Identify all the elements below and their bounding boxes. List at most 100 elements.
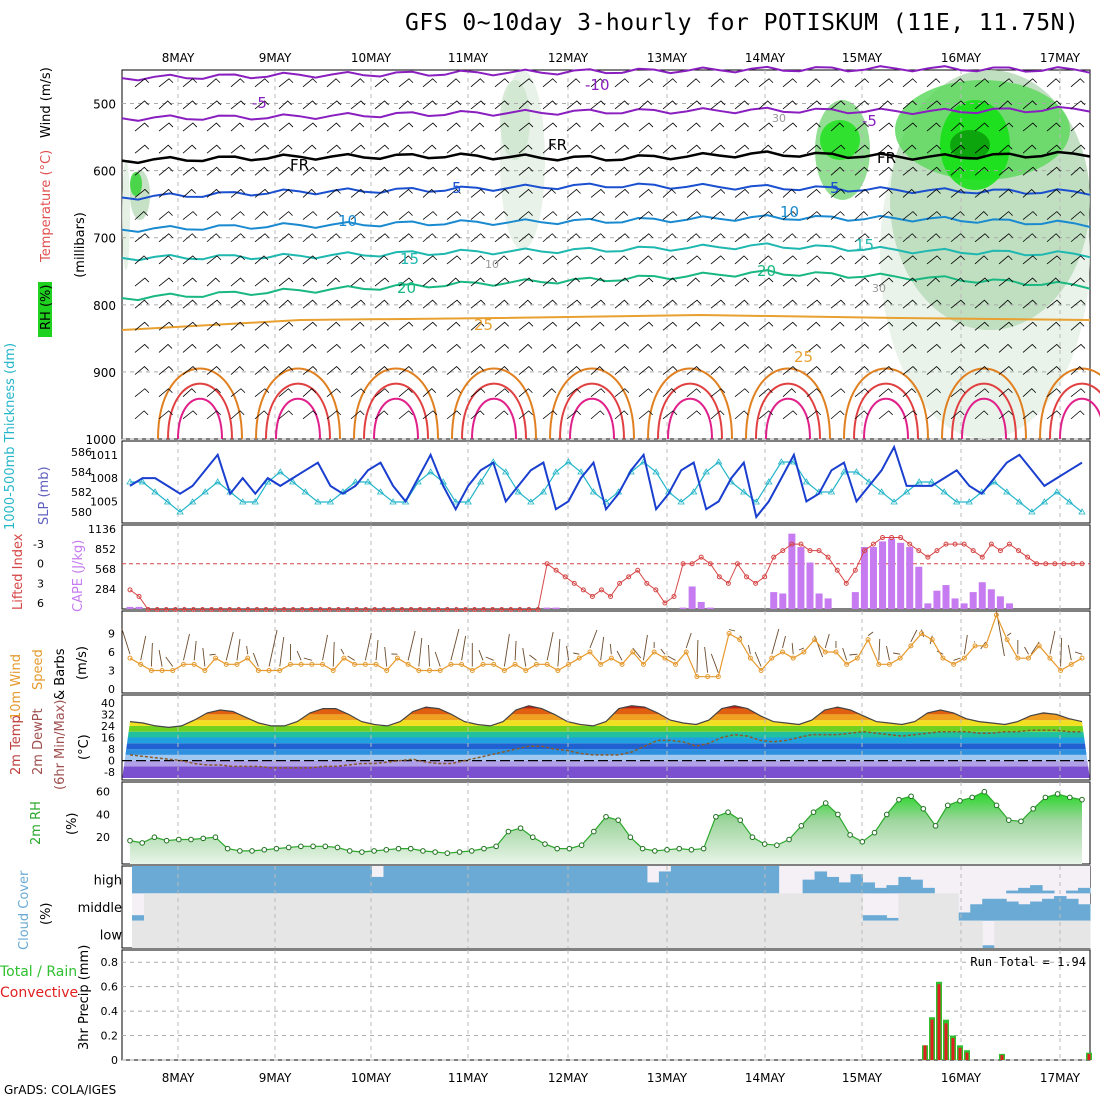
rh-tick: 40 xyxy=(96,808,110,821)
wind-barb xyxy=(734,122,749,132)
cloud-cell xyxy=(359,866,372,894)
run-total-label: Run Total = 1.94 xyxy=(970,955,1086,969)
li-marker xyxy=(145,607,151,613)
wind-barb xyxy=(878,188,893,198)
wind-barb xyxy=(182,211,198,220)
li-marker xyxy=(200,607,206,613)
cloud-empty xyxy=(718,920,732,948)
wind-barb xyxy=(902,233,917,243)
wind-barb xyxy=(278,100,292,110)
rh-marker xyxy=(578,842,585,849)
wind-speed-marker xyxy=(790,655,796,661)
cloud-cell xyxy=(167,866,181,894)
warm-contour xyxy=(755,382,821,440)
warm-contour xyxy=(863,397,909,440)
wind-barb xyxy=(566,299,582,309)
rh-marker xyxy=(1030,805,1036,812)
wind-barb xyxy=(614,78,630,88)
cloud-empty xyxy=(587,893,600,921)
rh-ylabel-unit: (%) xyxy=(65,813,80,836)
wind-barb xyxy=(878,100,892,110)
wind-barb xyxy=(1046,122,1061,132)
wind-barb xyxy=(542,100,557,110)
rh-marker xyxy=(517,825,524,831)
cloud-empty xyxy=(622,920,636,948)
wind-barb xyxy=(662,255,678,265)
wind-barb xyxy=(950,277,965,287)
wind-barb xyxy=(446,343,462,353)
wind-barb xyxy=(830,366,844,375)
wind-speed-marker xyxy=(812,637,818,643)
wind-barb xyxy=(974,410,989,420)
cape-bar xyxy=(951,598,959,609)
cape-bar xyxy=(942,585,950,609)
wind-barb xyxy=(950,233,965,243)
wind-barb xyxy=(326,188,341,198)
wind-barb xyxy=(830,388,846,398)
wind-barb xyxy=(350,343,366,353)
warm-contour xyxy=(657,382,723,440)
wind-barb xyxy=(782,144,797,154)
wind-barb xyxy=(998,233,1014,243)
cloud-empty xyxy=(802,893,816,921)
wind-barb xyxy=(206,100,222,110)
wind-barb xyxy=(182,299,197,309)
cloud-empty xyxy=(599,893,612,921)
wind-barb xyxy=(494,255,509,265)
wind-barb xyxy=(614,255,629,265)
wind-barb xyxy=(422,410,438,420)
precip-convective-bar xyxy=(937,984,941,1060)
rh-marker xyxy=(395,845,402,852)
li-tick: 3 xyxy=(37,577,44,590)
wind-barb-10m xyxy=(183,633,190,661)
wind-speed-marker xyxy=(373,661,379,667)
wind-barb xyxy=(422,366,438,375)
rh-marker xyxy=(1054,791,1061,797)
wind-barb xyxy=(326,321,341,331)
wind-speed-marker xyxy=(779,649,785,655)
rh-marker xyxy=(554,845,560,852)
wind-barb xyxy=(1046,255,1062,265)
li-marker xyxy=(209,607,215,613)
wind-barb xyxy=(590,100,606,110)
cloud-cell xyxy=(1066,898,1079,921)
wind-barb xyxy=(566,410,582,420)
rh-marker xyxy=(444,850,451,856)
bottom-day-label: 16MAY xyxy=(941,1071,982,1085)
wind-barb xyxy=(422,100,437,110)
wind-speed-marker xyxy=(127,655,133,661)
wind-barb xyxy=(542,388,557,398)
wind-barb xyxy=(470,277,485,287)
cloud-cell xyxy=(455,866,468,894)
wind-barb xyxy=(374,233,390,243)
wind-barb xyxy=(662,166,678,176)
wind-barb xyxy=(854,255,869,265)
precip-convective-label: Convective xyxy=(0,985,78,1001)
wind-barb xyxy=(758,122,774,132)
cloud-empty xyxy=(467,920,480,948)
cloud-empty xyxy=(1078,920,1091,948)
wind-speed-marker xyxy=(715,674,721,680)
wind-barb xyxy=(806,100,822,110)
temp-tick: 32 xyxy=(101,708,115,721)
cloud-empty xyxy=(646,920,660,948)
cloud-empty xyxy=(251,920,265,948)
wind-barb xyxy=(806,144,821,154)
cloud-cell xyxy=(706,866,720,894)
cloud-cell xyxy=(491,866,504,894)
wind-barb xyxy=(806,321,821,331)
isotherm-line xyxy=(121,65,1091,82)
wind-barb xyxy=(422,188,436,198)
wind-barb-10m xyxy=(710,653,719,673)
wind-barb xyxy=(254,233,270,243)
wind-barb xyxy=(398,233,414,243)
wind-barb xyxy=(518,100,532,110)
wind-barb xyxy=(926,166,941,176)
wind-speed-marker xyxy=(202,668,208,673)
cloud-cell xyxy=(982,898,995,921)
rh-marker xyxy=(407,845,414,852)
cloud-cell xyxy=(551,866,564,894)
cloud-cell xyxy=(155,866,169,894)
panel-frame-wind xyxy=(121,610,1091,694)
wind-barb xyxy=(902,366,918,375)
